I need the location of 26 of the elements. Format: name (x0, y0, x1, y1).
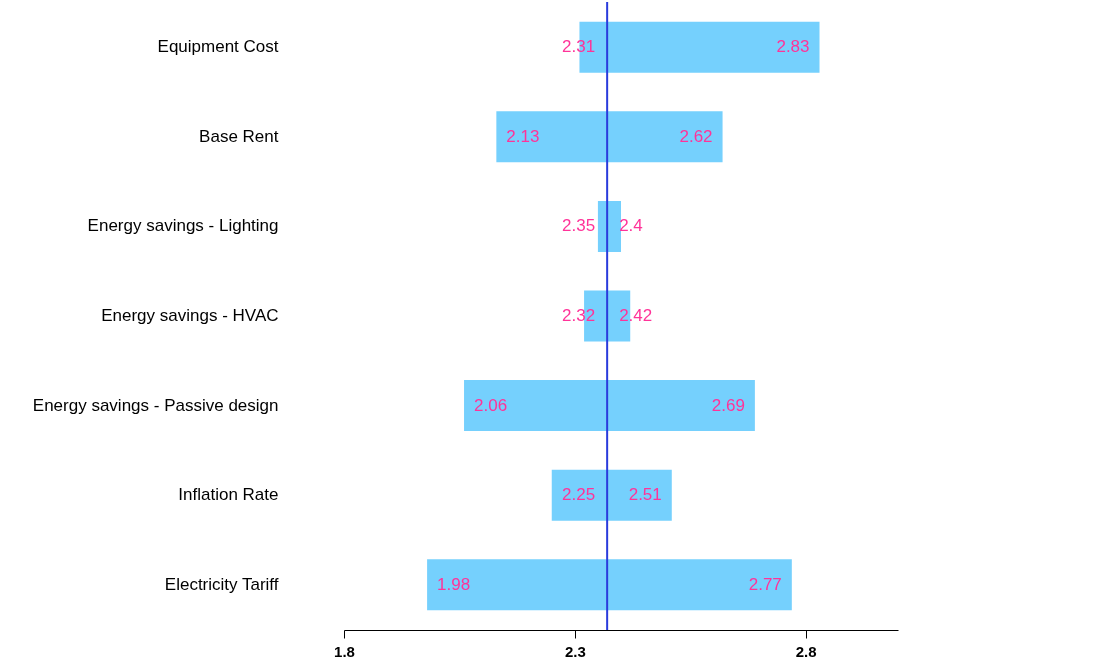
bar (551, 469, 672, 521)
annotation: 2.31 (562, 37, 596, 57)
x-tick-label: 2.8 (795, 642, 817, 660)
annotation: 2.51 (628, 485, 662, 505)
bar (427, 559, 792, 611)
annotation: 2.77 (748, 574, 782, 594)
annotation: 2.35 (562, 216, 596, 236)
annotation: 2.62 (679, 126, 713, 146)
annotation: 2.83 (776, 37, 810, 57)
x-tick-label: 1.8 (334, 642, 355, 660)
annotation: 2.06 (474, 395, 508, 415)
annotation: 2.25 (562, 485, 596, 505)
y-tick-label: Inflation Rate (178, 485, 279, 505)
y-tick-label: Energy savings - Lighting (87, 216, 279, 236)
y-tick-label: Energy savings - HVAC (101, 306, 279, 325)
y-tick-label: Electricity Tariff (164, 574, 279, 594)
y-tick-label: Base Rent (199, 126, 279, 146)
bar (464, 380, 755, 432)
y-tick-label: Energy savings - Passive design (32, 395, 279, 415)
x-tick-label: 2.3 (564, 642, 586, 660)
annotation: 1.98 (437, 574, 471, 594)
annotation: 2.69 (711, 395, 745, 415)
annotation: 2.13 (506, 126, 540, 146)
bar (496, 111, 723, 163)
bar (597, 200, 621, 252)
y-tick-label: Equipment Cost (157, 37, 279, 57)
